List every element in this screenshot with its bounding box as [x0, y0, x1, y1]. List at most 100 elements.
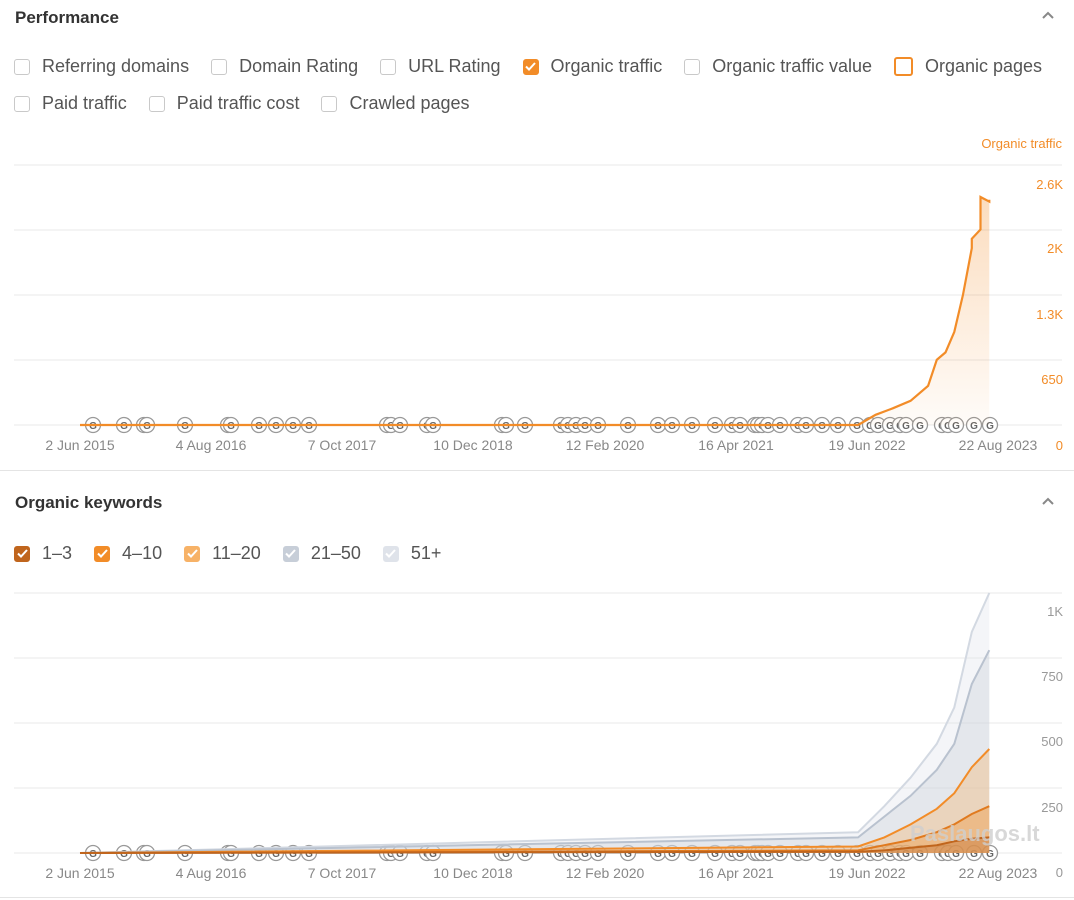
keywords-line-4-10	[79, 805, 990, 854]
checkbox-box[interactable]	[14, 545, 30, 562]
x-tick-label: 4 Aug 2016	[176, 865, 247, 881]
organic-traffic-area	[80, 197, 990, 425]
performance-section: Performance Referring domains Domain Rati…	[14, 8, 1063, 453]
checkbox-referring-domains[interactable]: Referring domains	[14, 56, 189, 77]
checkbox-11-20[interactable]: 11–20	[184, 543, 261, 564]
google-update-marker-label: G	[970, 421, 978, 432]
checkbox-box[interactable]	[321, 95, 338, 112]
checkbox-organic-pages[interactable]: Organic pages	[893, 56, 1043, 77]
checkbox-box[interactable]	[14, 95, 30, 112]
x-tick-label: 16 Apr 2021	[698, 865, 774, 881]
checkbox-domain-rating[interactable]: Domain Rating	[211, 56, 358, 77]
keywords-line-1-3	[79, 836, 990, 854]
checkbox-box[interactable]	[211, 58, 228, 75]
google-update-marker-label: G	[970, 849, 978, 860]
checkbox-4-10[interactable]: 4–10	[94, 543, 162, 564]
y-tick-label: 0	[1056, 865, 1063, 880]
checkbox-crawled-pages[interactable]: Crawled pages	[321, 93, 470, 114]
checkbox-label: 51+	[410, 543, 442, 563]
checkbox-1-3[interactable]: 1–3	[14, 543, 72, 564]
google-update-marker-label: G	[305, 849, 313, 860]
collapse-chevron-icon[interactable]	[1042, 10, 1054, 22]
google-update-marker-label: G	[711, 849, 719, 860]
x-tick-label: 7 Oct 2017	[308, 437, 377, 453]
checkbox-paid-traffic-cost[interactable]: Paid traffic cost	[148, 93, 300, 114]
x-tick-label: 10 Dec 2018	[433, 865, 513, 881]
y-tick-label: 650	[1041, 372, 1063, 387]
x-tick-label: 22 Aug 2023	[959, 865, 1038, 881]
checkbox-box[interactable]	[282, 545, 299, 562]
checkbox-box[interactable]	[148, 95, 165, 112]
x-tick-label: 7 Oct 2017	[308, 865, 377, 881]
google-update-marker-label: G	[986, 421, 994, 432]
checkbox-label: Referring domains	[42, 56, 190, 76]
google-update-marker-label: G	[120, 849, 128, 860]
checkbox-organic-traffic-value[interactable]: Organic traffic value	[684, 56, 872, 77]
google-update-marker-label: G	[736, 849, 744, 860]
checkbox-box[interactable]	[184, 545, 201, 562]
google-update-marker-label: G	[916, 421, 924, 432]
google-update-marker-label: G	[668, 421, 676, 432]
google-update-marker-label: G	[874, 421, 882, 432]
x-tick-label: 12 Feb 2020	[566, 865, 645, 881]
google-update-marker-label: G	[986, 849, 994, 860]
google-update-marker-label: G	[594, 421, 602, 432]
organic-traffic-chart: Organic traffic 2.6K 2K 1.3K 650 0 2 Jun 2015 4…	[14, 136, 1063, 453]
checkbox-label: Organic pages	[924, 56, 1043, 76]
google-update-marker	[965, 844, 983, 862]
collapse-chevron-icon[interactable]	[1042, 496, 1054, 508]
checkbox-box[interactable]	[684, 58, 701, 75]
google-update-marker	[947, 844, 965, 862]
checkbox-box[interactable]	[380, 58, 397, 75]
google-update-marker-label: G	[902, 421, 910, 432]
checkbox-label: URL Rating	[408, 56, 501, 76]
checkbox-label: Domain Rating	[239, 56, 359, 76]
keywords-line-21-50	[79, 649, 991, 854]
y-tick-label: 2K	[1047, 241, 1063, 256]
organic-traffic-line	[80, 195, 991, 427]
checkbox-url-rating[interactable]: URL Rating	[380, 56, 501, 77]
google-update-marker-label: G	[502, 421, 510, 432]
google-update-marker-label: G	[305, 421, 313, 432]
google-update-marker-label: G	[227, 849, 235, 860]
google-update-marker-label: G	[688, 849, 696, 860]
checkbox-paid-traffic[interactable]: Paid traffic	[14, 93, 127, 114]
google-update-marker-label: G	[834, 849, 842, 860]
x-tick-label: 2 Jun 2015	[45, 437, 114, 453]
google-update-marker-label: G	[181, 849, 189, 860]
google-update-marker-label: G	[902, 849, 910, 860]
checkbox-organic-traffic[interactable]: Organic traffic	[522, 56, 662, 77]
google-update-marker	[797, 844, 815, 862]
checkbox-21-50[interactable]: 21–50	[282, 543, 361, 564]
checkbox-51-[interactable]: 51+	[382, 543, 442, 564]
google-update-marker-label: G	[764, 421, 772, 432]
google-update-marker-label: G	[581, 421, 589, 432]
checkbox-box[interactable]	[893, 57, 913, 76]
google-update-marker-label: G	[654, 849, 662, 860]
y-tick-label: 2.6K	[1036, 177, 1063, 192]
google-update-marker-label: G	[594, 849, 602, 860]
google-update-marker-label: G	[834, 421, 842, 432]
google-update-marker-label: G	[818, 421, 826, 432]
google-update-marker-label: G	[624, 421, 632, 432]
google-update-marker-label: G	[255, 849, 263, 860]
google-update-marker-label: G	[802, 849, 810, 860]
organic-keywords-chart: 1K 750 500 250 0 2 Jun 2015 4 Aug 2016 7 Oct 20…	[14, 592, 1063, 881]
google-update-marker-label: G	[272, 849, 280, 860]
google-update-marker-label: G	[776, 849, 784, 860]
checkbox-box[interactable]	[14, 58, 30, 75]
y-tick-label: 500	[1041, 734, 1063, 749]
checkbox-label: Paid traffic cost	[176, 93, 300, 113]
y-tick-label: 0	[1056, 438, 1063, 453]
checkbox-label: Paid traffic	[42, 93, 127, 113]
google-update-marker-label: G	[764, 849, 772, 860]
google-update-marker-label: G	[736, 421, 744, 432]
keywords-line-11-20	[79, 748, 991, 854]
checkbox-box[interactable]	[94, 545, 111, 562]
keywords-section: Organic keywords 1–3 4–10 11–20 21–50 51+ 1K…	[0, 471, 1074, 900]
checkbox-box[interactable]	[382, 545, 399, 562]
checkbox-box[interactable]	[522, 58, 539, 75]
checkbox-label: 11–20	[212, 543, 261, 563]
google-update-marker-label: G	[853, 421, 861, 432]
google-update-marker-label: G	[853, 849, 861, 860]
